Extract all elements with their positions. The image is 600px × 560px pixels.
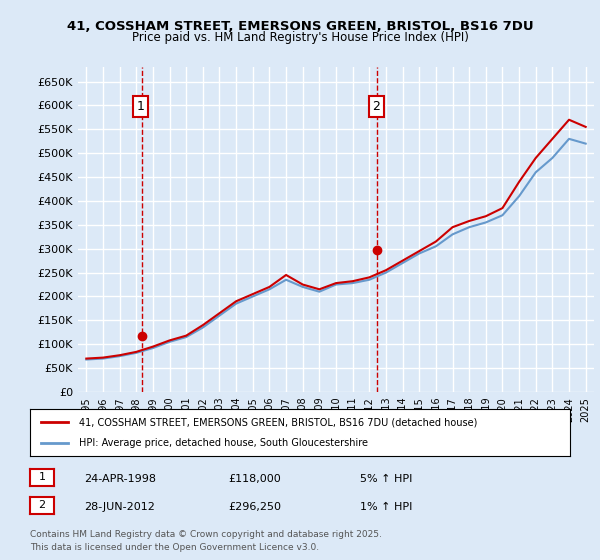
Text: HPI: Average price, detached house, South Gloucestershire: HPI: Average price, detached house, Sout… [79, 438, 368, 448]
Text: 1% ↑ HPI: 1% ↑ HPI [360, 502, 412, 512]
Text: £296,250: £296,250 [228, 502, 281, 512]
Text: 28-JUN-2012: 28-JUN-2012 [84, 502, 155, 512]
Text: Contains HM Land Registry data © Crown copyright and database right 2025.: Contains HM Land Registry data © Crown c… [30, 530, 382, 539]
Text: 1: 1 [38, 472, 46, 482]
Text: 2: 2 [373, 100, 380, 113]
Text: This data is licensed under the Open Government Licence v3.0.: This data is licensed under the Open Gov… [30, 543, 319, 552]
Text: Price paid vs. HM Land Registry's House Price Index (HPI): Price paid vs. HM Land Registry's House … [131, 31, 469, 44]
Text: 2: 2 [38, 500, 46, 510]
Text: 41, COSSHAM STREET, EMERSONS GREEN, BRISTOL, BS16 7DU (detached house): 41, COSSHAM STREET, EMERSONS GREEN, BRIS… [79, 417, 477, 427]
Text: £118,000: £118,000 [228, 474, 281, 484]
Text: 1: 1 [137, 100, 145, 113]
Text: 41, COSSHAM STREET, EMERSONS GREEN, BRISTOL, BS16 7DU: 41, COSSHAM STREET, EMERSONS GREEN, BRIS… [67, 20, 533, 32]
Text: 5% ↑ HPI: 5% ↑ HPI [360, 474, 412, 484]
Text: 24-APR-1998: 24-APR-1998 [84, 474, 156, 484]
